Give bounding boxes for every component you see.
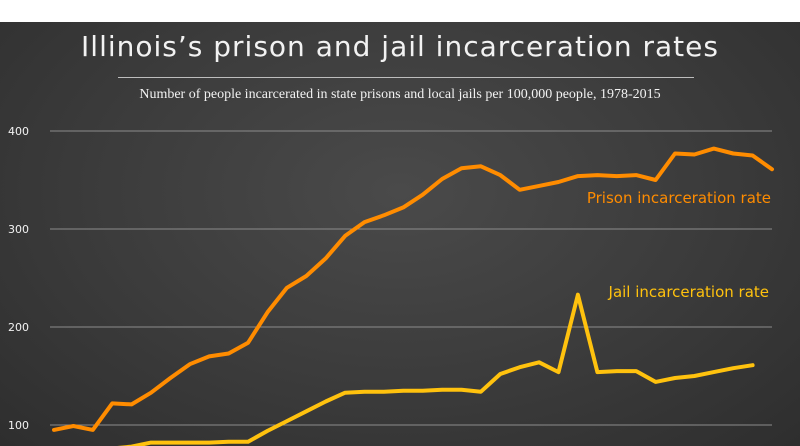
title-divider: [118, 77, 694, 78]
y-tick-label-200: 200: [8, 321, 29, 334]
y-tick-label-400: 400: [8, 125, 29, 138]
prison-rate-label: Prison incarceration rate: [587, 189, 771, 207]
prison-rate-line: [52, 146, 774, 432]
chart-title: Illinois’s prison and jail incarceration…: [81, 30, 719, 63]
jail-rate-label: Jail incarceration rate: [608, 283, 769, 301]
y-axis-ticks: 100 200 300 400: [8, 125, 29, 432]
y-tick-label-300: 300: [8, 223, 29, 236]
gridlines: [50, 130, 772, 426]
chart-panel: [0, 22, 800, 446]
series-lines: [52, 146, 774, 446]
y-tick-label-100: 100: [8, 419, 29, 432]
chart-subtitle: Number of people incarcerated in state p…: [139, 87, 661, 102]
series-labels: Prison incarceration rate Jail incarcerat…: [587, 189, 771, 301]
jail-rate-line: [117, 292, 755, 446]
